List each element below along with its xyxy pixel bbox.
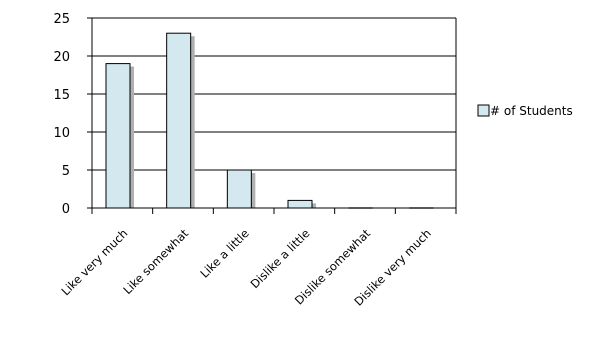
y-tick-labels: 0 5 10 15 20 25 (53, 12, 70, 217)
legend-label: # of Students (490, 104, 573, 118)
x-tick-label: Like somewhat (120, 226, 191, 297)
x-tick-label: Dislike a little (248, 226, 313, 291)
y-tick-label: 10 (53, 126, 70, 141)
x-tick-label: Like a little (197, 226, 251, 280)
bars (105, 32, 434, 209)
bar (105, 63, 131, 209)
y-tick-label: 5 (62, 164, 70, 179)
bar (166, 32, 192, 209)
bar (226, 169, 252, 209)
y-tick-label: 0 (62, 202, 70, 217)
y-tick-label: 20 (53, 50, 70, 65)
axes (87, 17, 457, 214)
legend: # of Students (477, 104, 573, 118)
y-tick-label: 15 (53, 88, 70, 103)
legend-swatch (477, 104, 490, 117)
y-tick-label: 25 (53, 12, 70, 27)
bar (287, 199, 313, 209)
grid-lines (92, 17, 456, 209)
